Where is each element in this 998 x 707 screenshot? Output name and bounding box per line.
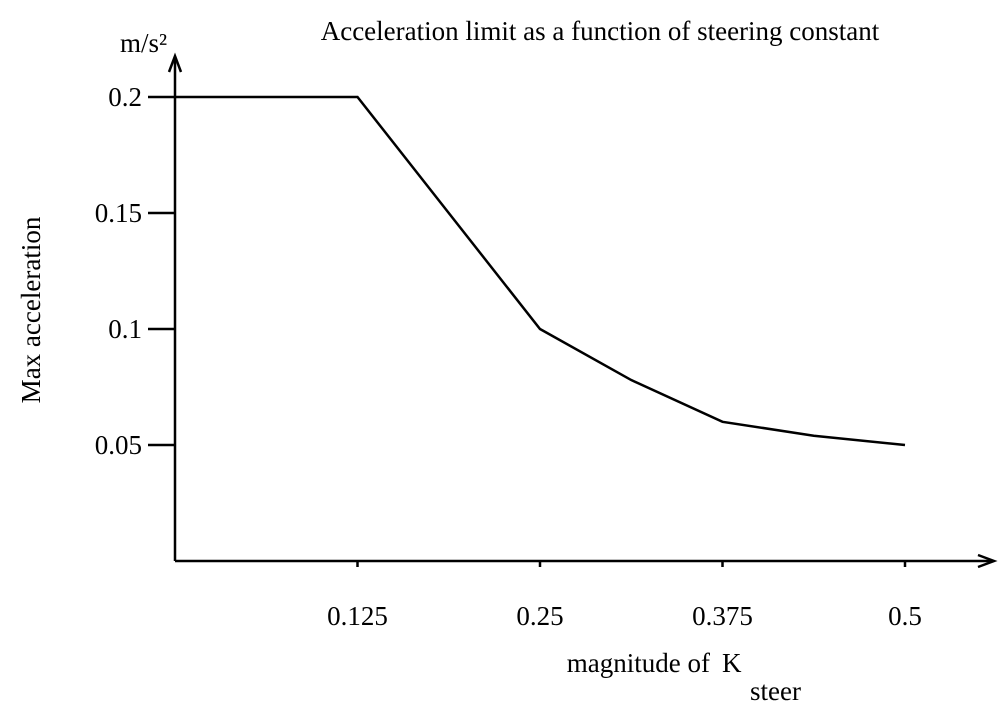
x-tick-label: 0.25 [516, 601, 563, 631]
y-tick-label: 0.2 [108, 82, 142, 112]
y-tick-label: 0.1 [108, 314, 142, 344]
x-symbol-subscript: steer [750, 676, 801, 706]
data-line [175, 95, 906, 447]
x-tick-label: 0.5 [888, 601, 922, 631]
chart-title: Acceleration limit as a function of stee… [321, 16, 880, 46]
y-tick-label: 0.05 [95, 430, 142, 460]
y-axis-arrow [167, 52, 183, 73]
x-axis-label: magnitude of [567, 648, 710, 678]
y-unit: m/s² [120, 28, 167, 58]
x-tick-label: 0.375 [692, 601, 753, 631]
y-tick-label: 0.15 [95, 198, 142, 228]
x-axis-arrow [977, 553, 998, 569]
y-axis-label: Max acceleration [16, 216, 46, 403]
x-symbol: K [722, 648, 742, 678]
x-tick-label: 0.125 [327, 601, 388, 631]
